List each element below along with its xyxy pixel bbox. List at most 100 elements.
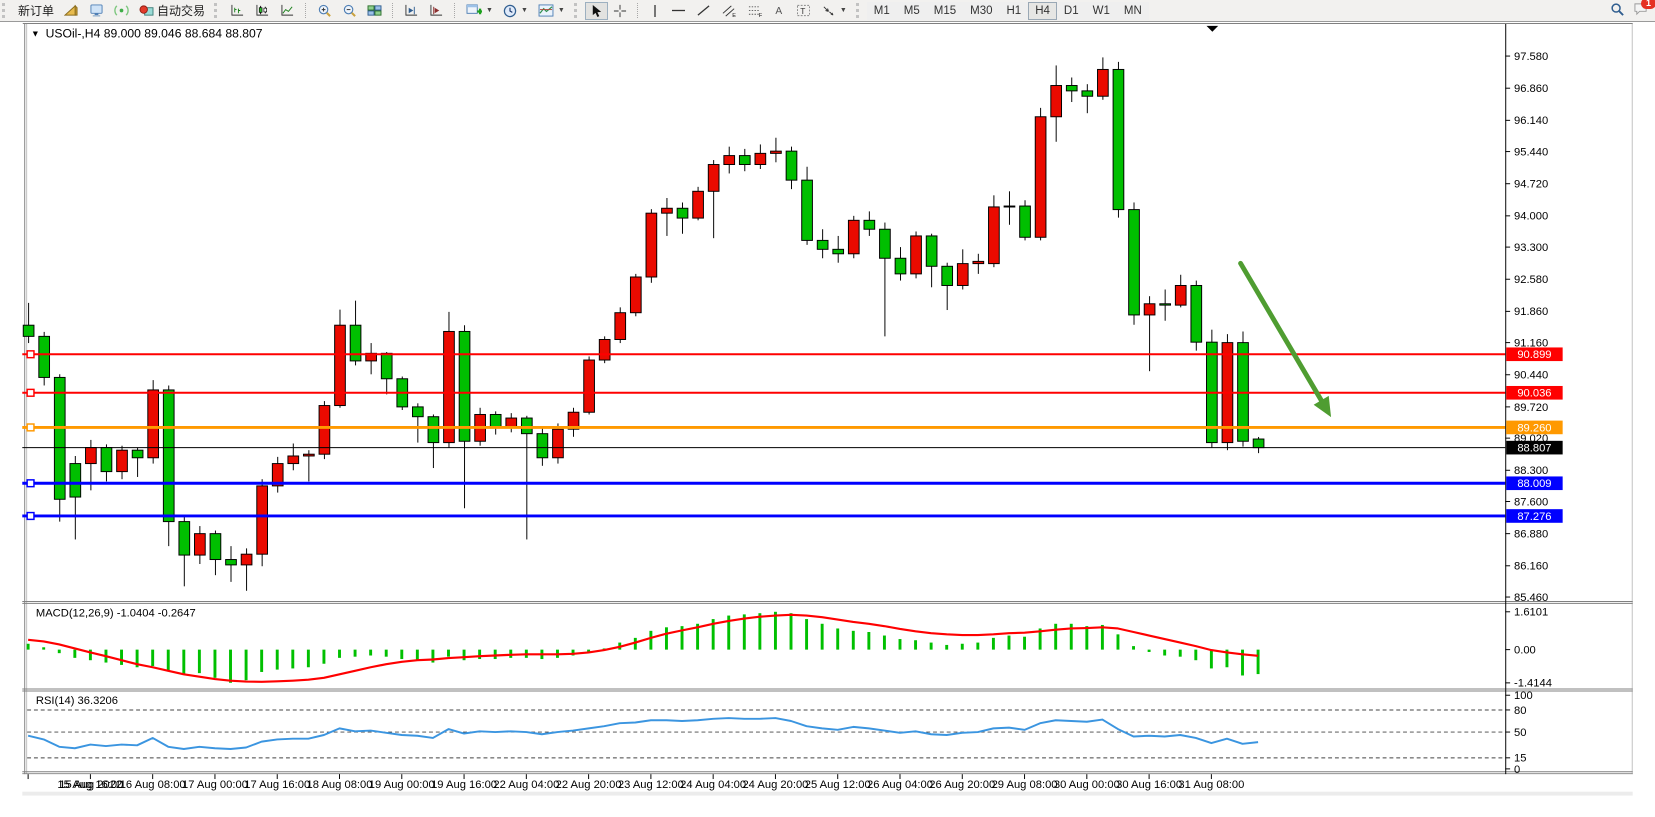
trendline-button[interactable] (691, 2, 716, 20)
time-tick-label: 15 Aug 16:00 (57, 779, 123, 791)
search-icon[interactable] (1610, 2, 1625, 20)
fibonacci-button[interactable]: F (742, 2, 768, 20)
horizontal-line-icon (671, 4, 686, 17)
zoom-in-button[interactable] (312, 2, 337, 20)
line-handle[interactable] (26, 479, 35, 488)
timeframe-mn[interactable]: MN (1116, 1, 1149, 20)
equidistant-channel-button[interactable]: E (716, 2, 742, 20)
shift-end-button[interactable] (399, 2, 424, 20)
chart-template-button[interactable]: ▼ (533, 2, 570, 20)
wedge-button[interactable] (59, 2, 84, 20)
timeframe-m30[interactable]: M30 (963, 1, 1000, 20)
tile-windows-icon (367, 4, 382, 17)
time-tick-label: 23 Aug 12:00 (618, 779, 684, 791)
timeframe-d1[interactable]: D1 (1056, 1, 1086, 20)
trend-arrow[interactable] (1238, 260, 1327, 408)
periods-clock-button[interactable]: ▼ (498, 2, 533, 20)
arrows-icon (821, 4, 836, 17)
price-tick-label: 88.300 (1514, 465, 1548, 477)
timeframe-h4[interactable]: H4 (1028, 1, 1057, 20)
shift-end-icon (404, 4, 419, 17)
chevron-down-icon: ▼ (486, 7, 493, 14)
line-handle[interactable] (26, 423, 35, 432)
candle (116, 449, 128, 473)
wedge-icon (64, 4, 79, 17)
timeframe-w1[interactable]: W1 (1085, 1, 1117, 20)
rsi-label: RSI(14) 36.3206 (36, 695, 118, 707)
rsi-line (27, 717, 1259, 750)
candle (318, 405, 331, 455)
text-button[interactable]: A (768, 2, 791, 20)
macd-histogram-bar (773, 611, 777, 650)
candle (676, 207, 689, 219)
candlestick-chart-button[interactable] (250, 2, 275, 20)
chart-area[interactable]: ▼ USOil-,H4 89.000 89.046 88.684 88.807 97… (0, 22, 1655, 817)
price-badge-label: 88.807 (1517, 443, 1551, 455)
candle (925, 235, 938, 267)
macd-histogram-bar (73, 649, 77, 658)
monitor-button[interactable] (84, 2, 109, 20)
bar-chart-icon (230, 4, 245, 17)
toolbar-grip[interactable] (855, 3, 863, 18)
time-tick-label: 22 Aug 04:00 (493, 779, 559, 791)
toolbar-grip[interactable] (2, 3, 9, 18)
timeframe-h1[interactable]: H1 (999, 1, 1029, 20)
macd-histogram-bar (493, 649, 497, 660)
vertical-line-button[interactable] (644, 2, 666, 20)
macd-histogram-bar (291, 649, 295, 669)
arrows-button[interactable]: ▼ (816, 2, 852, 20)
chart-dropdown-icon[interactable]: ▼ (31, 29, 40, 39)
auto-trading-button[interactable]: 自动交易 (134, 2, 210, 20)
macd-histogram-bar (742, 614, 746, 650)
horizontal-line-button[interactable] (666, 2, 691, 20)
toolbar-grip[interactable] (573, 3, 581, 18)
macd-histogram-bar (991, 637, 995, 650)
chevron-down-icon: ▼ (557, 7, 565, 14)
auto-scroll-button[interactable] (424, 2, 449, 20)
line-handle[interactable] (26, 350, 35, 359)
price-chart[interactable]: ▼ USOil-,H4 89.000 89.046 88.684 88.807 97… (0, 22, 1655, 817)
price-badge (1506, 420, 1563, 435)
price-tick-label: 93.300 (1514, 242, 1548, 254)
macd-histogram-bar (275, 649, 279, 670)
bar-chart-button[interactable] (225, 2, 250, 20)
line-handle[interactable] (26, 511, 35, 521)
crosshair-button[interactable] (608, 2, 632, 20)
line-chart-button[interactable] (275, 2, 300, 20)
macd-histogram-bar (1038, 628, 1042, 650)
candle (1019, 205, 1031, 238)
candle (458, 330, 471, 442)
macd-scale-label: 0.00 (1514, 645, 1536, 657)
timeframe-m1[interactable]: M1 (866, 1, 897, 20)
tile-windows-button[interactable] (362, 2, 387, 20)
signal-button[interactable] (109, 2, 134, 20)
price-tick-label: 96.860 (1514, 83, 1548, 95)
candle (1112, 68, 1125, 211)
trend-arrow-head[interactable] (1313, 395, 1332, 418)
macd-histogram-bar (306, 649, 310, 668)
notifications-button[interactable]: 1 (1633, 0, 1655, 19)
cursor-button[interactable] (584, 1, 608, 20)
macd-histogram-bar (649, 630, 653, 650)
macd-histogram-bar (1241, 649, 1244, 676)
macd-histogram-bar (1256, 649, 1260, 675)
macd-histogram-bar (400, 649, 404, 660)
timeframe-m15[interactable]: M15 (926, 1, 964, 20)
price-tick-label: 91.160 (1514, 338, 1548, 350)
shift-marker-icon[interactable] (1206, 25, 1219, 32)
chart-background (22, 22, 1633, 796)
new-chart-button[interactable]: ▼ (461, 2, 498, 20)
candle (489, 413, 502, 428)
text-label-button[interactable]: T (791, 2, 816, 20)
macd-histogram-bar (929, 642, 933, 650)
price-tick-label: 87.600 (1514, 496, 1548, 508)
time-tick-label: 16 Aug 08:00 (120, 779, 186, 791)
toolbar-grip[interactable] (214, 3, 221, 18)
line-handle[interactable] (26, 388, 35, 397)
macd-histogram-bar (696, 623, 700, 650)
zoom-out-button[interactable] (337, 2, 362, 20)
new-order-button[interactable]: 新订单 (13, 2, 59, 20)
candle (1252, 438, 1265, 449)
timeframe-m5[interactable]: M5 (896, 1, 927, 20)
chevron-down-icon: ▼ (839, 7, 847, 14)
